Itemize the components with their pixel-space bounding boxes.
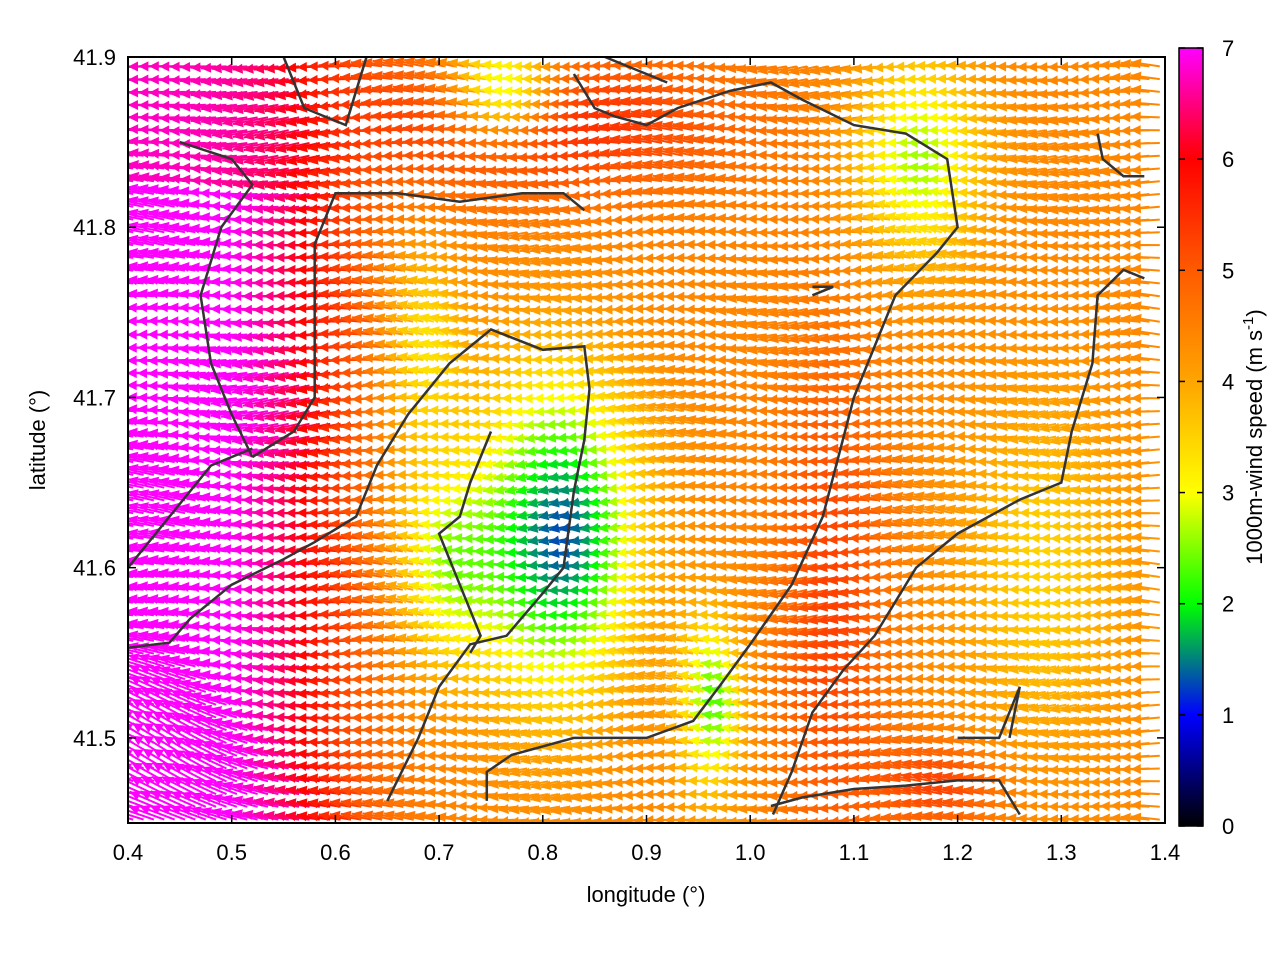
wind-vector <box>128 522 144 527</box>
wind-vector <box>128 445 144 451</box>
wind-vector <box>128 637 144 642</box>
wind-vector <box>128 228 144 234</box>
wind-vector <box>128 587 144 591</box>
wind-vector <box>128 267 144 272</box>
wind-vector <box>128 813 144 821</box>
wind-vector <box>128 548 144 553</box>
wind-vector <box>128 241 144 247</box>
wind-vector <box>128 561 144 566</box>
wind-vector <box>128 799 144 808</box>
wind-vector <box>128 421 144 425</box>
wind-vector <box>128 612 144 617</box>
wind-vector <box>128 660 144 668</box>
wind-vector <box>128 433 144 438</box>
wind-vector <box>128 600 144 604</box>
wind-vector <box>128 281 144 285</box>
wind-vector <box>128 470 144 476</box>
wind-vector <box>128 254 144 259</box>
wind-vector <box>128 458 144 464</box>
wind-vector <box>128 509 144 515</box>
wind-vector <box>128 202 144 208</box>
wind-vector <box>128 648 144 655</box>
wind-vector <box>128 574 144 578</box>
wind-vectors <box>128 57 1160 823</box>
wind-vector <box>128 483 144 489</box>
wind-vector <box>128 496 144 502</box>
wind-vector <box>128 215 144 221</box>
wind-vector <box>128 190 144 195</box>
wind-vector <box>128 624 144 630</box>
wind-vector <box>128 535 144 540</box>
